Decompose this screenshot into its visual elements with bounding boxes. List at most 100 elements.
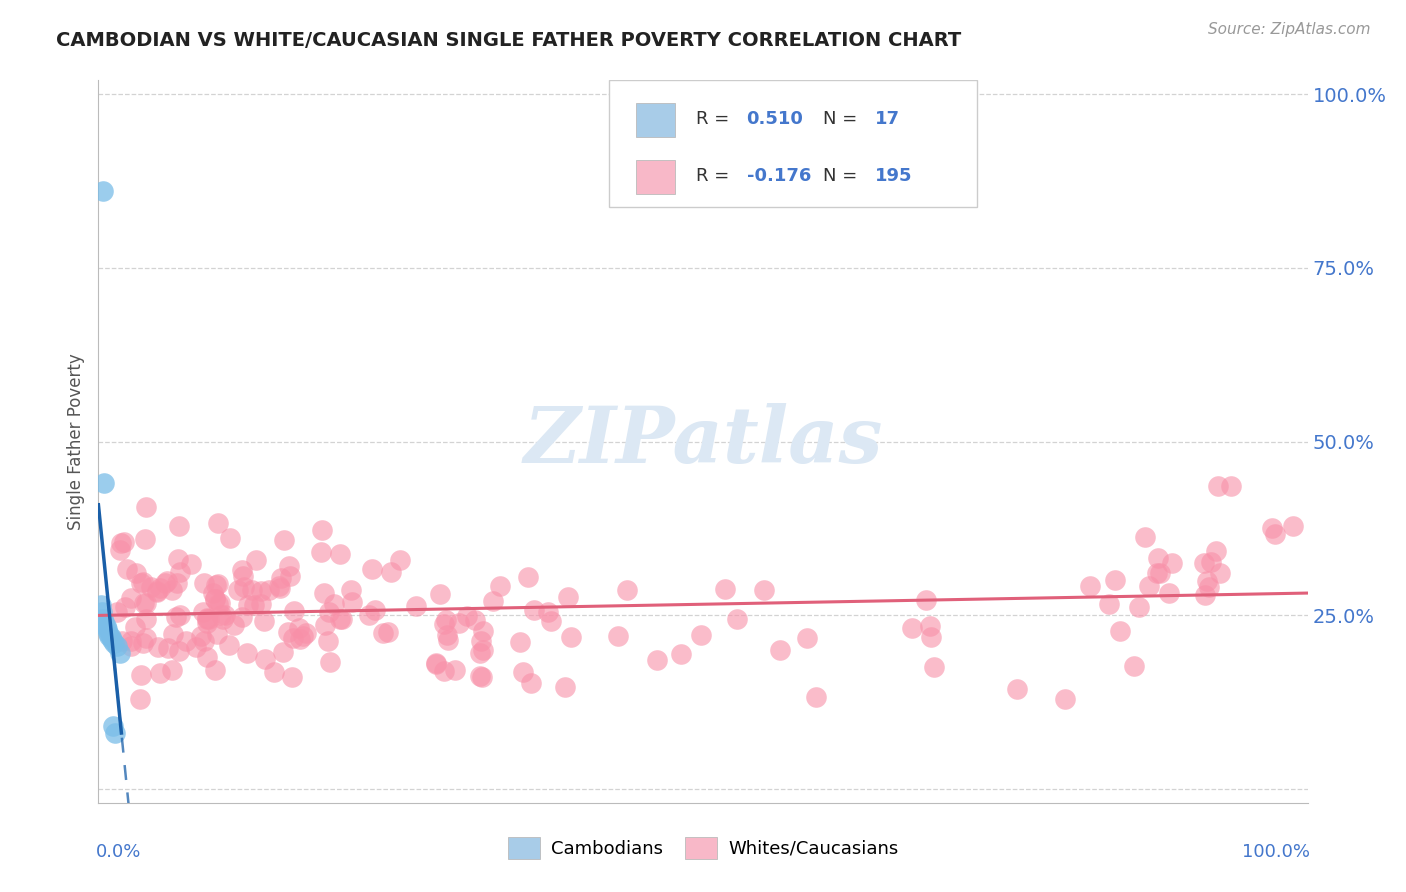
Point: [472, 624, 495, 638]
Point: [425, 656, 447, 670]
Point: [456, 609, 478, 624]
Point: [232, 580, 254, 594]
Point: [377, 625, 399, 640]
Point: [226, 583, 249, 598]
Point: [364, 603, 387, 617]
Text: R =: R =: [696, 111, 735, 128]
Point: [146, 640, 169, 654]
Y-axis label: Single Father Poverty: Single Father Poverty: [67, 353, 86, 530]
Point: [103, 636, 125, 650]
Point: [101, 719, 124, 733]
Point: [111, 634, 134, 648]
Point: [318, 605, 340, 619]
Point: [207, 626, 229, 640]
Point: [509, 634, 531, 648]
Point: [257, 582, 280, 597]
Point: [669, 648, 692, 662]
Point: [236, 646, 259, 660]
Point: [231, 563, 253, 577]
Point: [1137, 578, 1160, 592]
Point: [270, 571, 292, 585]
Point: [94, 618, 117, 632]
Point: [752, 582, 775, 597]
Point: [616, 582, 638, 597]
Point: [124, 566, 146, 580]
Text: -0.176: -0.176: [747, 168, 811, 186]
Point: [156, 574, 179, 588]
Point: [1133, 530, 1156, 544]
Text: N =: N =: [823, 168, 863, 186]
Point: [1149, 566, 1171, 581]
Point: [277, 558, 299, 573]
Point: [1205, 544, 1227, 558]
Point: [540, 614, 562, 628]
Point: [218, 638, 240, 652]
Point: [433, 665, 456, 679]
Point: [482, 594, 505, 608]
Point: [204, 663, 226, 677]
Point: [309, 545, 332, 559]
Point: [447, 615, 470, 630]
Point: [129, 668, 152, 682]
Point: [93, 476, 115, 491]
Point: [311, 523, 333, 537]
Point: [804, 690, 827, 704]
Point: [536, 605, 558, 619]
Point: [124, 620, 146, 634]
Point: [195, 650, 218, 665]
Point: [468, 669, 491, 683]
Point: [224, 618, 246, 632]
Point: [1128, 599, 1150, 614]
Text: N =: N =: [823, 111, 863, 128]
Point: [165, 609, 187, 624]
Point: [1005, 681, 1028, 696]
Point: [132, 636, 155, 650]
Text: Source: ZipAtlas.com: Source: ZipAtlas.com: [1208, 22, 1371, 37]
Point: [112, 534, 135, 549]
Point: [1160, 556, 1182, 570]
Point: [429, 586, 451, 600]
Point: [520, 676, 543, 690]
Point: [1206, 479, 1229, 493]
Point: [174, 634, 197, 648]
Point: [195, 611, 218, 625]
Point: [1146, 566, 1168, 581]
Point: [240, 582, 263, 597]
Point: [253, 615, 276, 629]
Text: 17: 17: [875, 111, 900, 128]
Point: [468, 646, 491, 660]
Point: [193, 633, 215, 648]
Point: [312, 586, 335, 600]
Point: [91, 185, 114, 199]
Point: [1108, 624, 1130, 638]
Point: [323, 597, 346, 611]
Point: [242, 598, 264, 612]
Point: [201, 585, 224, 599]
Point: [169, 518, 191, 533]
Point: [155, 575, 177, 590]
Point: [186, 640, 208, 655]
Point: [115, 562, 138, 576]
Point: [1220, 479, 1243, 493]
Point: [193, 576, 215, 591]
Text: CAMBODIAN VS WHITE/CAUCASIAN SINGLE FATHER POVERTY CORRELATION CHART: CAMBODIAN VS WHITE/CAUCASIAN SINGLE FATH…: [56, 31, 962, 50]
Point: [156, 640, 179, 655]
Point: [900, 621, 922, 635]
Point: [1197, 574, 1219, 588]
Point: [920, 618, 942, 632]
Point: [132, 575, 155, 590]
Point: [209, 608, 232, 623]
Point: [120, 591, 142, 606]
Point: [1194, 589, 1216, 603]
Point: [193, 605, 215, 619]
Point: [915, 592, 938, 607]
Point: [1054, 691, 1077, 706]
Point: [134, 596, 156, 610]
Point: [120, 639, 142, 653]
Point: [1147, 550, 1170, 565]
Point: [281, 670, 304, 684]
Point: [208, 596, 231, 610]
Point: [1198, 580, 1220, 594]
Point: [329, 547, 352, 561]
Point: [120, 634, 142, 648]
